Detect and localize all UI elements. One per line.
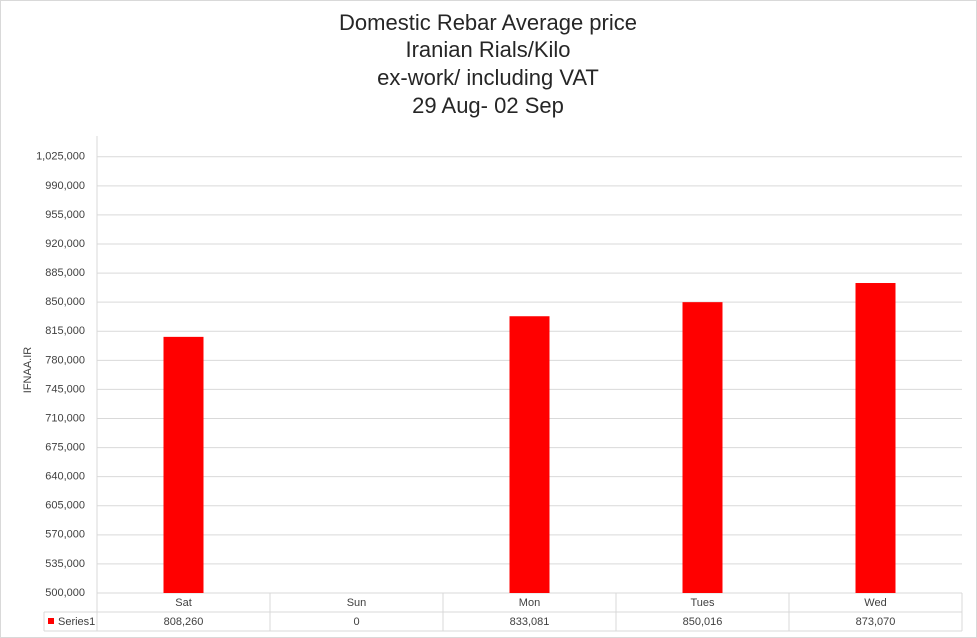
- table-value: 873,070: [856, 616, 896, 628]
- y-tick-label: 500,000: [45, 587, 85, 599]
- y-tick-label: 850,000: [45, 296, 85, 308]
- y-axis-label: IFNAA.IR: [22, 347, 34, 394]
- y-tick-label: 780,000: [45, 354, 85, 366]
- chart-title: 29 Aug- 02 Sep: [412, 93, 564, 118]
- bar: [509, 316, 550, 593]
- y-tick-label: 955,000: [45, 209, 85, 221]
- y-tick-label: 1,025,000: [36, 151, 85, 163]
- y-tick-label: 605,000: [45, 500, 85, 512]
- x-tick-label: Wed: [864, 597, 886, 609]
- y-tick-label: 675,000: [45, 441, 85, 453]
- x-tick-label: Sat: [175, 597, 192, 609]
- chart-title: Domestic Rebar Average price: [339, 10, 637, 35]
- legend-label: Series1: [58, 616, 95, 628]
- y-tick-label: 885,000: [45, 267, 85, 279]
- y-tick-label: 710,000: [45, 412, 85, 424]
- y-tick-label: 745,000: [45, 383, 85, 395]
- x-tick-label: Mon: [519, 597, 540, 609]
- y-tick-label: 990,000: [45, 180, 85, 192]
- legend-key: [48, 618, 54, 624]
- table-value: 0: [353, 616, 359, 628]
- x-tick-label: Tues: [690, 597, 715, 609]
- y-tick-label: 570,000: [45, 529, 85, 541]
- table-value: 808,260: [164, 616, 204, 628]
- bar: [855, 283, 896, 593]
- bar: [682, 302, 723, 593]
- chart-title: ex-work/ including VAT: [377, 65, 599, 90]
- x-tick-label: Sun: [347, 597, 367, 609]
- y-tick-label: 815,000: [45, 325, 85, 337]
- y-tick-label: 535,000: [45, 558, 85, 570]
- bar: [163, 336, 204, 593]
- y-tick-label: 920,000: [45, 238, 85, 250]
- table-value: 833,081: [510, 616, 550, 628]
- chart-title: Iranian Rials/Kilo: [405, 37, 570, 62]
- y-tick-label: 640,000: [45, 471, 85, 483]
- table-value: 850,016: [683, 616, 723, 628]
